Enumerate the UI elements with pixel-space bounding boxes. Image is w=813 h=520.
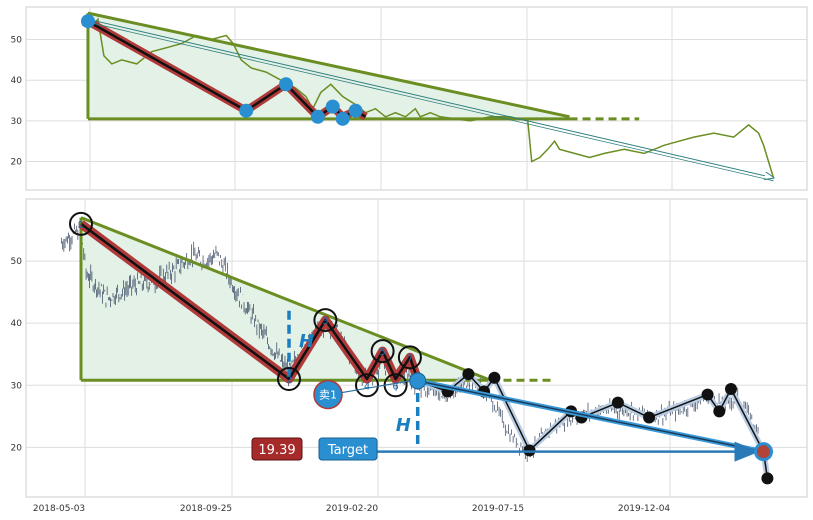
detail-projection-point bbox=[713, 405, 726, 418]
detail-projection-point bbox=[701, 388, 714, 401]
detail-projection-point bbox=[725, 382, 737, 395]
detail-pivot-circle-1 bbox=[69, 211, 93, 236]
overview-y-tick-label: 40 bbox=[11, 76, 23, 86]
detail-pivot-circle-5 bbox=[370, 339, 395, 364]
detail-y-tick-label: 30 bbox=[11, 381, 23, 391]
target-value-badge: 19.39 bbox=[251, 437, 303, 461]
overview-pivot-marker-4 bbox=[310, 109, 325, 124]
detail-h-label-1: H bbox=[299, 331, 314, 352]
overview-projection-arrow bbox=[87, 18, 774, 178]
detail-y-tick-label: 20 bbox=[11, 443, 23, 453]
detail-pivot-label-3: 3 bbox=[322, 316, 328, 327]
detail-trend-line bbox=[417, 380, 764, 453]
detail-x-tick-label: 2018-09-25 bbox=[180, 504, 232, 514]
target-label-badge: Target bbox=[318, 437, 378, 461]
target-label-text: Target bbox=[327, 443, 368, 458]
target-value-text: 19.39 bbox=[258, 443, 295, 458]
detail-pivot-label-1: 1 bbox=[78, 220, 84, 231]
detail-y-tick-label: 40 bbox=[11, 319, 23, 329]
detail-pivot-circle-4 bbox=[355, 373, 379, 398]
detail-sell-marker bbox=[313, 379, 343, 410]
detail-pivot-label-6: 6 bbox=[392, 381, 398, 392]
overview-y-tick-label: 30 bbox=[11, 117, 23, 127]
detail-plot-content: H H 1 2 3 4 5 6 7 卖1 bbox=[61, 211, 774, 485]
detail-pivot-label-7: 7 bbox=[407, 353, 413, 364]
overview-y-tick-label: 50 bbox=[11, 36, 23, 46]
detail-x-ticks: 2018-05-03 2018-09-25 2019-02-20 2019-07-15… bbox=[33, 504, 671, 514]
overview-pivot-marker-2 bbox=[239, 103, 254, 118]
detail-x-tick-label: 2018-05-03 bbox=[33, 504, 85, 514]
detail-projection-point bbox=[761, 472, 774, 485]
detail-projection-point bbox=[643, 411, 656, 424]
detail-triangle-upper-edge bbox=[80, 216, 492, 382]
overview-y-ticks: 20 30 40 50 bbox=[11, 36, 23, 168]
overview-pivot-marker-5 bbox=[325, 99, 340, 114]
detail-h-label-2: H bbox=[396, 415, 411, 436]
detail-sell-marker-label: 卖1 bbox=[319, 389, 337, 402]
overview-triangle-upper-edge bbox=[87, 11, 570, 119]
overview-pivot-marker-6 bbox=[335, 111, 350, 126]
detail-pivot-label-5: 5 bbox=[379, 347, 385, 358]
detail-breakout-marker bbox=[409, 372, 427, 390]
overview-plot-content bbox=[80, 11, 774, 182]
detail-projection-point bbox=[488, 371, 501, 384]
detail-projection-point bbox=[462, 368, 475, 381]
detail-projection-point bbox=[611, 396, 624, 409]
overview-pivot-marker-1 bbox=[80, 14, 95, 29]
detail-sell-connector bbox=[341, 380, 410, 394]
overview-pivot-marker-3 bbox=[278, 77, 293, 92]
overview-y-tick-label: 20 bbox=[11, 158, 23, 168]
detail-pivot-label-2: 2 bbox=[286, 375, 292, 386]
detail-x-tick-label: 2019-12-04 bbox=[618, 504, 671, 514]
detail-pivot-label-4: 4 bbox=[364, 381, 370, 392]
overview-panel: 20 30 40 50 bbox=[11, 6, 808, 191]
detail-x-tick-label: 2019-07-15 bbox=[472, 504, 524, 514]
detail-pivot-circle-7 bbox=[397, 345, 422, 370]
detail-y-ticks: 20 30 40 50 bbox=[11, 257, 23, 453]
detail-y-tick-label: 50 bbox=[11, 257, 23, 267]
detail-pivot-circle-3 bbox=[313, 308, 338, 333]
detail-pivot-circle-2 bbox=[277, 367, 301, 392]
overview-projection-arrow-shadow bbox=[87, 21, 774, 182]
detail-x-tick-label: 2019-02-20 bbox=[326, 504, 379, 514]
detail-target-endpoint bbox=[754, 442, 773, 462]
overview-pivot-marker-7 bbox=[348, 103, 363, 118]
